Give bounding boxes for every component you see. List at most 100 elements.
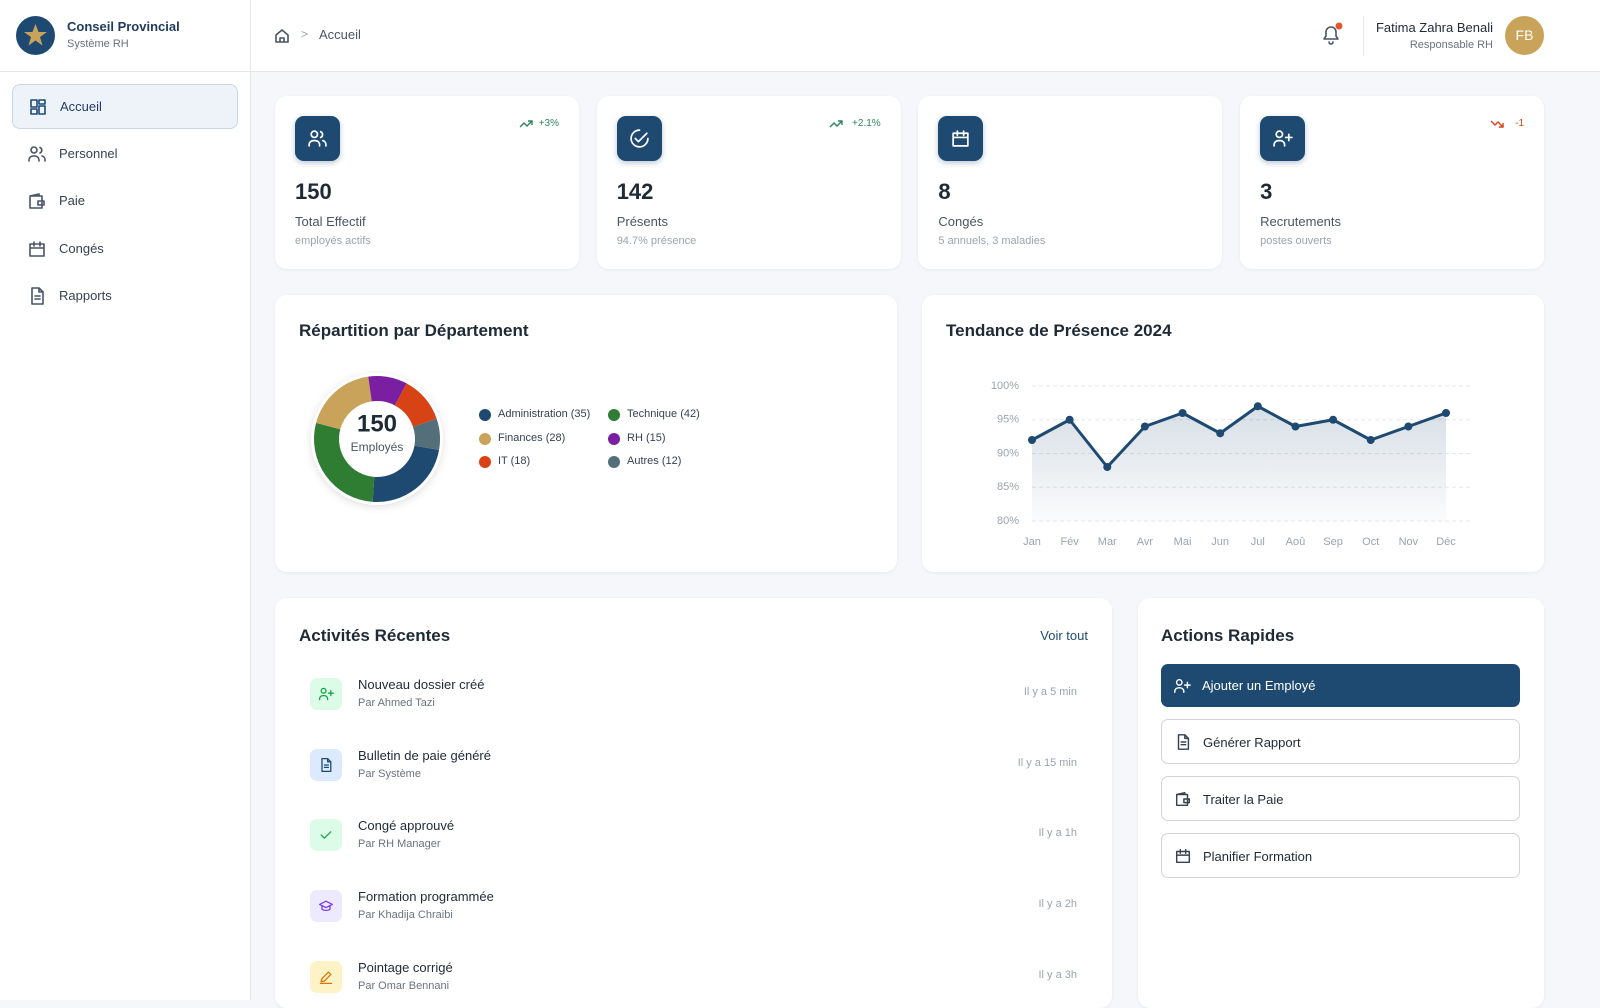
area	[1032, 406, 1446, 521]
legend-swatch	[479, 456, 491, 468]
point	[1442, 409, 1450, 417]
stat-icon	[938, 116, 984, 161]
x-tick-label: Aoû	[1286, 536, 1306, 548]
activity-icon-glyph	[321, 757, 332, 772]
stat-sub: employés actifs	[295, 235, 371, 247]
legend-swatch	[608, 456, 620, 468]
stat-icon	[295, 116, 340, 161]
action-button[interactable]: Ajouter un Employé	[1161, 664, 1520, 707]
trend-arrow	[1490, 120, 1504, 128]
donut-segment	[412, 418, 440, 450]
action-icon	[1174, 678, 1191, 694]
stat-value: 150	[295, 179, 332, 204]
stat-trend: -1	[1515, 118, 1525, 129]
activity-icon	[310, 678, 342, 710]
nav-item[interactable]: Paie	[12, 179, 238, 224]
icon-path	[319, 971, 333, 984]
action-button[interactable]: Générer Rapport	[1161, 719, 1520, 764]
icon-path	[29, 193, 45, 209]
activity-by: Par Khadija Chraibi	[358, 909, 453, 922]
action-icon	[1177, 734, 1190, 750]
stat-sub: postes ouverts	[1260, 235, 1332, 247]
activity-time: Il y a 3h	[1038, 968, 1077, 981]
see-all-link[interactable]: Voir tout	[1040, 628, 1088, 643]
card-title: Répartition par Département	[299, 321, 529, 340]
stat-trend: +3%	[538, 118, 559, 129]
x-tick-label: Oct	[1362, 536, 1379, 548]
point	[1028, 436, 1036, 444]
stat-label: Recrutements	[1260, 214, 1342, 229]
trend-arrow	[829, 120, 843, 128]
nav-label: Accueil	[60, 99, 102, 114]
stat-label: Total Effectif	[295, 214, 366, 229]
legend-label: RH (15)	[627, 431, 666, 444]
legend-label: Administration (35)	[498, 408, 591, 420]
card-title: Tendance de Présence 2024	[946, 321, 1172, 340]
activity-icon	[310, 960, 342, 993]
donut-center-value: 150	[357, 410, 397, 437]
icon-path	[30, 99, 46, 115]
activity-item: Pointage corrigé Par Omar Bennani Il y a 3…	[299, 960, 1088, 1008]
breadcrumb: Accueil	[319, 27, 361, 42]
nav-label: Personnel	[59, 145, 118, 161]
y-tick-label: 85%	[997, 481, 1019, 493]
x-tick-label: Mar	[1098, 536, 1117, 548]
stat-icon-glyph	[1273, 130, 1293, 147]
activity-title: Nouveau dossier créé	[358, 677, 485, 692]
activity-title: Formation programmée	[358, 889, 494, 905]
y-tick-label: 95%	[997, 414, 1019, 426]
home-icon	[275, 29, 289, 43]
stat-card: 142 Présents 94.7% présence +2.1%	[596, 96, 901, 269]
point	[1291, 422, 1300, 431]
stat-label: Congés	[938, 214, 984, 229]
stat-sub: 94.7% présence	[616, 235, 697, 247]
point	[1253, 402, 1262, 411]
x-tick-label: Mai	[1174, 536, 1192, 548]
activity-icon	[310, 748, 342, 781]
trend-arrow-path	[519, 120, 533, 128]
stat-value: 3	[1260, 179, 1273, 204]
icon-path	[1175, 791, 1191, 807]
quick-actions-card: Actions Rapides Ajouter un Employé Génére…	[1138, 598, 1544, 1008]
point	[1140, 422, 1149, 431]
breadcrumb-sep: >	[301, 27, 309, 41]
avatar[interactable]: FB	[1505, 16, 1544, 55]
y-tick-label: 90%	[997, 447, 1019, 459]
stat-value: 8	[938, 179, 951, 204]
x-tick-label: Nov	[1399, 536, 1419, 548]
legend-swatch	[479, 409, 491, 421]
action-label: Ajouter un Employé	[1202, 678, 1316, 693]
card-title: Actions Rapides	[1161, 626, 1295, 645]
activity-time: Il y a 15 min	[1017, 756, 1077, 769]
nav-item[interactable]: Rapports	[12, 274, 238, 319]
action-button[interactable]: Traiter la Paie	[1161, 776, 1520, 821]
x-tick-label: Jun	[1211, 536, 1229, 548]
activity-by: Par Système	[358, 767, 421, 780]
legend-label: Finances (28)	[498, 431, 566, 444]
notification-bell[interactable]	[1319, 22, 1343, 48]
legend-swatch	[608, 432, 620, 445]
brand-subtitle: Système RH	[67, 38, 129, 50]
activity-by: Par Ahmed Tazi	[358, 697, 435, 709]
nav-item[interactable]: Congés	[12, 227, 238, 272]
logo	[16, 16, 55, 55]
nav-label: Congés	[59, 240, 104, 256]
icon-path	[308, 130, 327, 147]
donut-segment	[372, 445, 440, 502]
y-tick-label: 80%	[997, 515, 1019, 527]
nav-item[interactable]: Personnel	[12, 132, 238, 177]
activity-icon	[310, 819, 342, 852]
nav-item[interactable]: Accueil	[12, 84, 238, 129]
icon-path	[1177, 734, 1190, 750]
user-role: Responsable RH	[1409, 39, 1493, 51]
stat-icon-glyph	[629, 129, 649, 148]
activity-time: Il y a 1h	[1038, 827, 1077, 840]
icon-path	[629, 129, 649, 148]
point	[1103, 463, 1112, 471]
legend-label: IT (18)	[498, 455, 531, 467]
nav-icon	[28, 145, 46, 162]
icon-path	[318, 687, 334, 701]
stat-icon-glyph	[308, 130, 327, 147]
action-button[interactable]: Planifier Formation	[1161, 833, 1520, 878]
